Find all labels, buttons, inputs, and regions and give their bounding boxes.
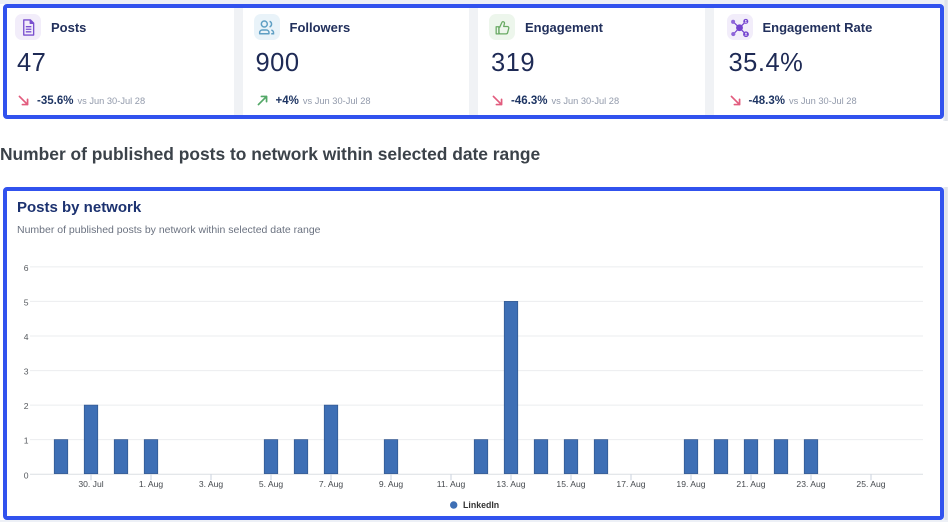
svg-text:9. Aug: 9. Aug — [379, 479, 404, 489]
svg-text:11. Aug: 11. Aug — [437, 479, 466, 489]
svg-text:1. Aug: 1. Aug — [139, 479, 164, 489]
svg-text:5. Aug: 5. Aug — [259, 479, 284, 489]
svg-text:0: 0 — [24, 470, 29, 480]
svg-text:23. Aug: 23. Aug — [796, 479, 825, 489]
svg-text:19. Aug: 19. Aug — [676, 479, 705, 489]
svg-text:30. Jul: 30. Jul — [78, 479, 103, 489]
svg-text:3: 3 — [24, 367, 29, 377]
svg-text:6: 6 — [24, 263, 29, 273]
svg-text:4: 4 — [24, 332, 29, 342]
svg-text:LinkedIn: LinkedIn — [463, 500, 499, 510]
svg-text:5: 5 — [24, 298, 29, 308]
svg-text:7. Aug: 7. Aug — [319, 479, 344, 489]
svg-text:3. Aug: 3. Aug — [199, 479, 224, 489]
svg-text:25. Aug: 25. Aug — [856, 479, 885, 489]
svg-text:15. Aug: 15. Aug — [556, 479, 585, 489]
svg-text:21. Aug: 21. Aug — [736, 479, 765, 489]
svg-text:1: 1 — [24, 436, 29, 446]
svg-text:17. Aug: 17. Aug — [616, 479, 645, 489]
svg-text:13. Aug: 13. Aug — [496, 479, 525, 489]
svg-text:2: 2 — [24, 401, 29, 411]
